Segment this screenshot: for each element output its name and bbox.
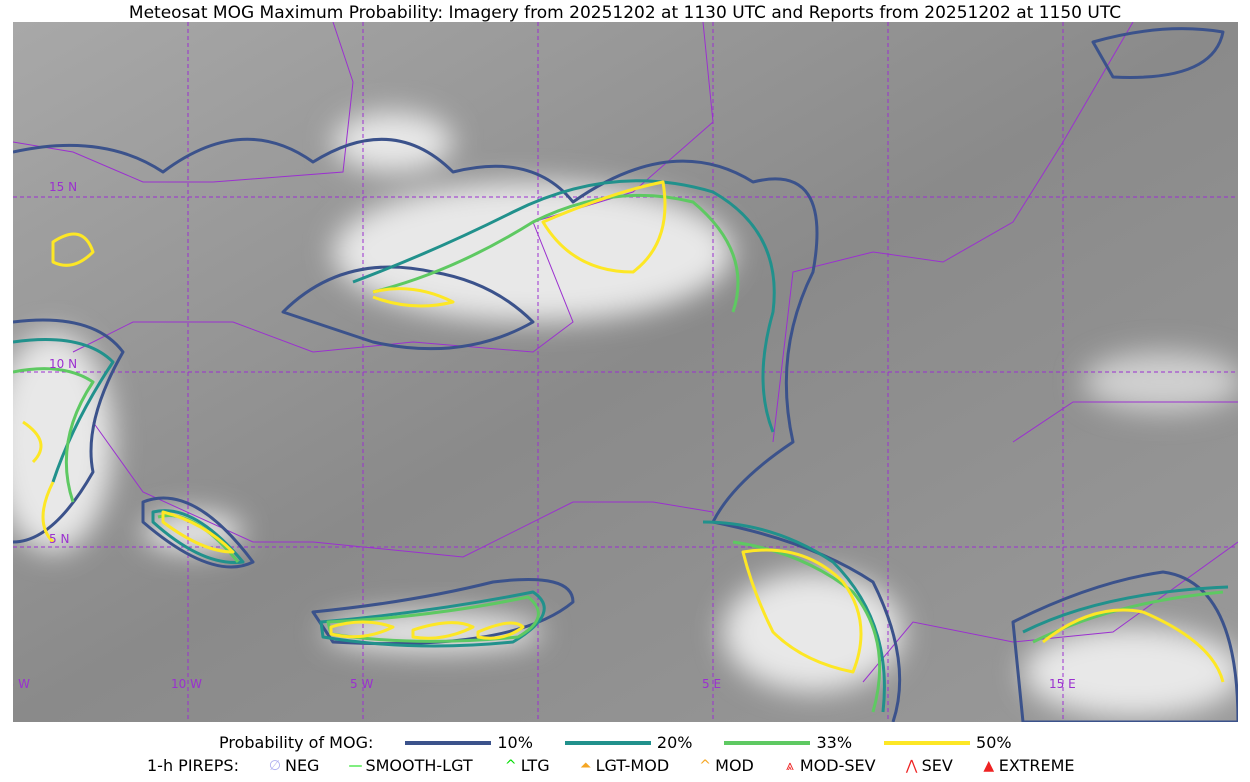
filled-triangle-icon: ▲ <box>983 757 995 774</box>
double-caret-bar-icon: ⩓ <box>785 757 794 774</box>
caret-bar-icon: ⏶ <box>579 757 592 774</box>
pirep-label: NEG <box>284 756 320 775</box>
swatch-20pct <box>564 740 651 745</box>
pirep-label: SEV <box>921 756 953 775</box>
legend-level-label: 20% <box>656 733 693 752</box>
pirep-legend: 1-h PIREPS: ∅ NEG — SMOOTH-LGT ^ LTG ⏶ LGT-M… <box>147 756 1074 775</box>
swatch-50pct <box>884 740 971 745</box>
lat-label: 15 N <box>49 180 78 194</box>
lat-label: 10 N <box>49 357 78 371</box>
legend-level-label: 33% <box>816 733 853 752</box>
line-icon: — <box>348 757 363 774</box>
contour-50pct <box>22 180 1225 683</box>
satellite-map[interactable]: 15 N 10 N 5 N 15 W 10 W 5 W 5 E 15 E <box>13 22 1238 722</box>
caret-icon: ^ <box>699 757 711 774</box>
map-title: Meteosat MOG Maximum Probability: Imager… <box>128 3 1122 23</box>
lon-label: 15 W <box>13 677 30 691</box>
pirep-legend-label: 1-h PIREPS: <box>147 756 239 775</box>
swatch-10pct <box>405 740 492 745</box>
caret-icon: ^ <box>504 757 517 774</box>
probability-legend: Probability of MOG: 10% 20% 33% 50% <box>219 733 1012 752</box>
pirep-label: LGT-MOD <box>595 756 670 775</box>
pirep-label: SMOOTH-LGT <box>365 756 473 775</box>
pirep-label: MOD <box>715 756 754 775</box>
lon-label: 5 E <box>702 677 722 691</box>
probability-legend-label: Probability of MOG: <box>219 733 374 752</box>
pirep-label: EXTREME <box>998 756 1075 775</box>
map-canvas <box>13 22 1238 722</box>
lon-label: 10 W <box>171 677 202 691</box>
swatch-33pct <box>724 740 811 745</box>
mog-contours <box>13 27 1238 722</box>
legend-level-label: 50% <box>976 733 1012 752</box>
neg-circle-icon: ∅ <box>268 757 282 774</box>
pirep-label: LTG <box>520 756 550 775</box>
lon-label: 5 W <box>350 677 374 691</box>
lon-label: 15 E <box>1049 677 1076 691</box>
pirep-label: MOD-SEV <box>799 756 876 775</box>
legend-level-label: 10% <box>497 733 533 752</box>
lat-label: 5 N <box>49 532 70 546</box>
double-caret-icon: ⋀ <box>905 757 918 774</box>
